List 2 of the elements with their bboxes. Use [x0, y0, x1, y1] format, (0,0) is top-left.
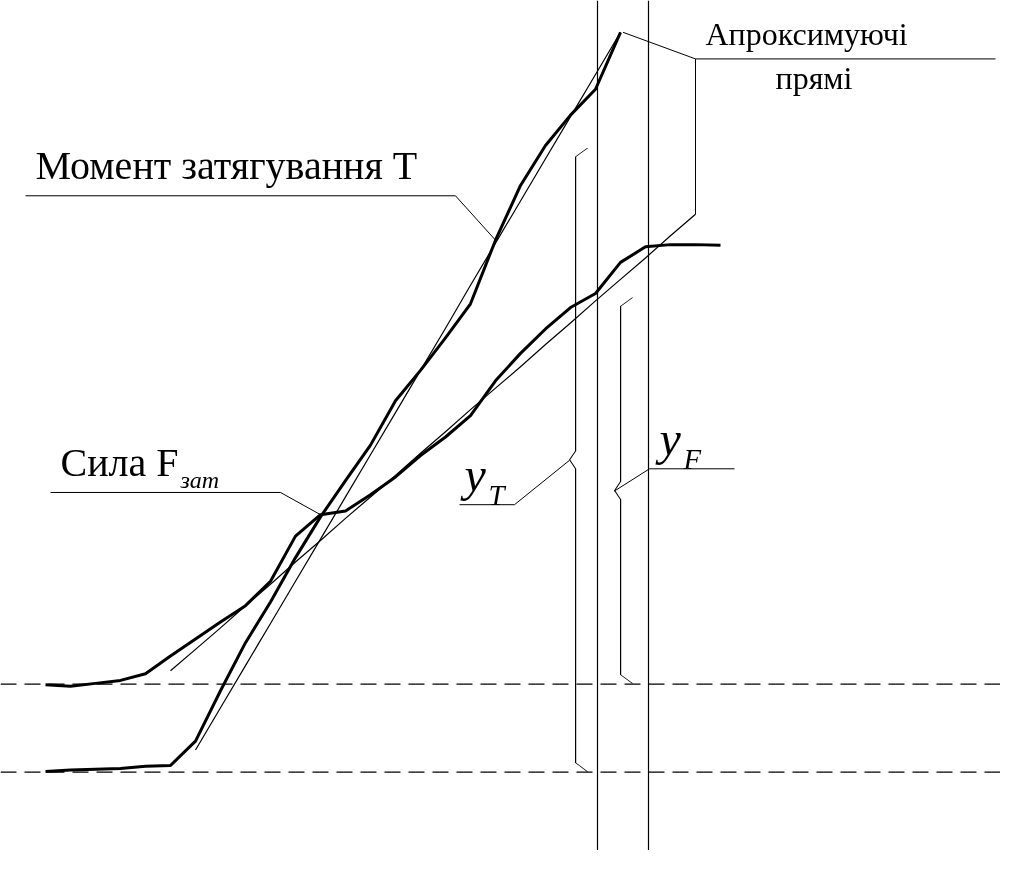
annotation: Момент затягування T [35, 143, 418, 189]
annotation: Апроксимуючі прямі [705, 15, 908, 96]
